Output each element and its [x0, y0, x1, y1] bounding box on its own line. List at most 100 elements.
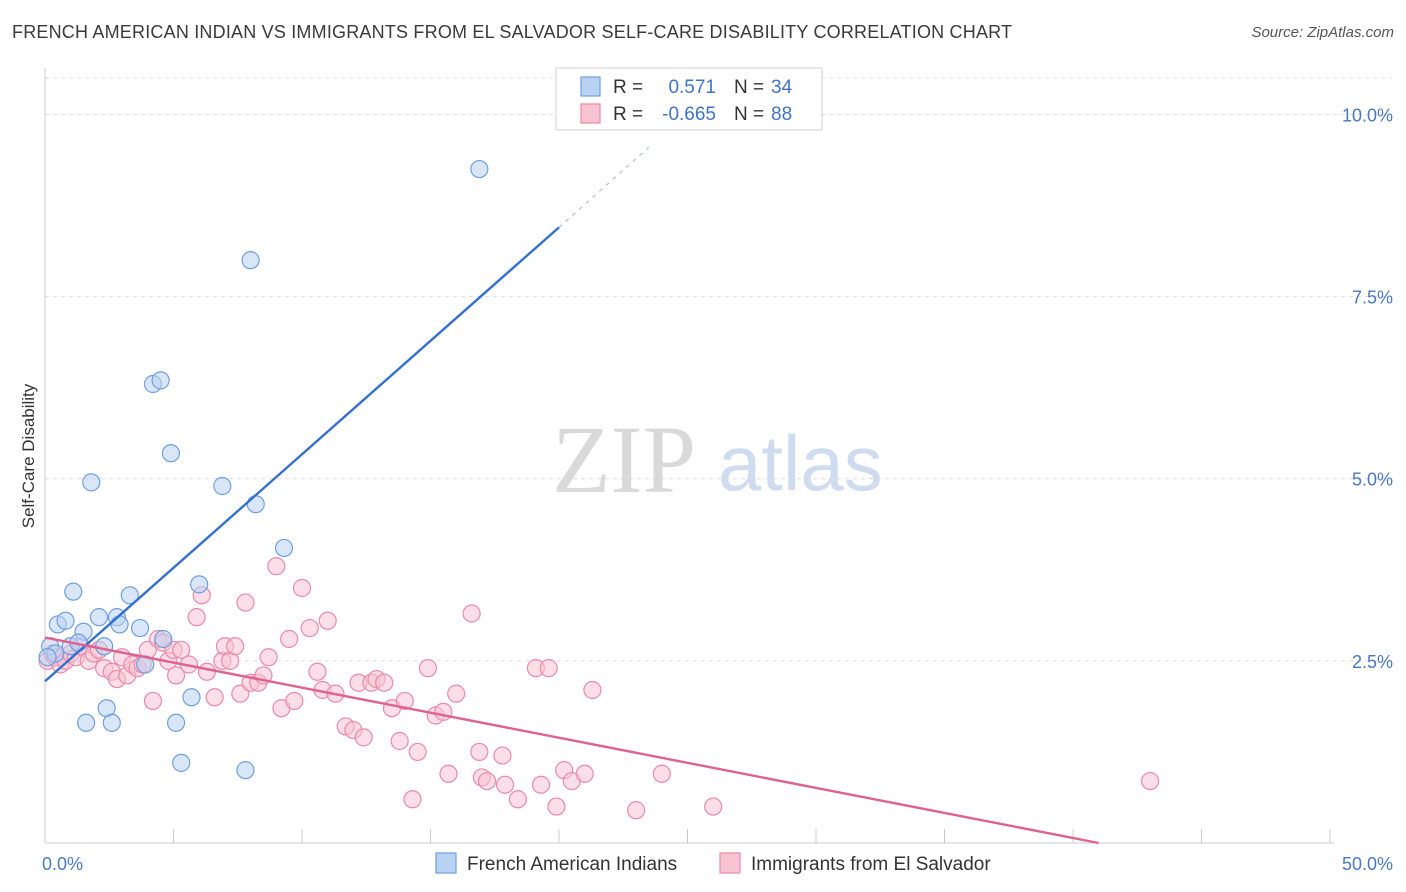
point-french-american-indian [274, 538, 294, 558]
point-french-american-indian [151, 371, 170, 390]
point-immigrant-el-salvador [318, 611, 337, 630]
stats-swatch-pink [580, 103, 601, 124]
point-immigrant-el-salvador [166, 666, 186, 685]
point-immigrant-el-salvador [187, 608, 206, 627]
point-immigrant-el-salvador [143, 691, 163, 711]
series-legend: French American Indians Immigrants from … [435, 852, 991, 875]
point-french-american-indian [102, 713, 121, 732]
point-immigrant-el-salvador [493, 746, 512, 765]
point-french-american-indian [89, 608, 109, 627]
point-french-american-indian [190, 575, 209, 594]
axes [44, 68, 1334, 844]
point-immigrant-el-salvador [447, 684, 466, 703]
point-immigrant-el-salvador [1140, 771, 1160, 791]
point-immigrant-el-salvador [292, 578, 312, 598]
point-immigrant-el-salvador [418, 659, 438, 678]
point-immigrant-el-salvador [531, 775, 551, 794]
point-immigrant-el-salvador [408, 742, 427, 762]
legend-label-french-american-indians: French American Indians [467, 854, 677, 875]
trend-lines [44, 146, 1099, 845]
point-french-american-indian [77, 713, 96, 732]
point-french-american-indian [470, 159, 489, 179]
stats-n-value-pink: 88 [771, 104, 792, 125]
point-immigrant-el-salvador [462, 604, 481, 623]
point-immigrant-el-salvador [308, 662, 327, 681]
stats-r-value-blue: 0.571 [668, 77, 716, 98]
y-axis-title: Self-Care Disability [19, 383, 38, 528]
point-immigrant-el-salvador [395, 691, 414, 711]
x-tick-label: 50.0% [1342, 854, 1393, 874]
y-tick-label: 5.0% [1352, 470, 1393, 490]
point-immigrant-el-salvador [495, 775, 515, 794]
stats-r-value-pink: -0.665 [662, 104, 716, 125]
y-tick-label: 7.5% [1352, 288, 1393, 308]
point-french-american-indian [38, 648, 57, 667]
point-french-american-indian [246, 495, 265, 514]
point-immigrant-el-salvador [197, 662, 217, 681]
watermark-atlas: atlas [718, 419, 883, 507]
point-immigrant-el-salvador [434, 702, 453, 721]
stats-n-value-blue: 34 [771, 77, 793, 98]
point-immigrant-el-salvador [259, 648, 278, 667]
point-immigrant-el-salvador [547, 797, 566, 816]
point-immigrant-el-salvador [300, 618, 319, 638]
grid-lines [45, 77, 1392, 662]
point-immigrant-el-salvador [626, 801, 646, 820]
trend-line-immigrants-el-salvador [44, 636, 1099, 845]
series-french-american-indian-points [38, 159, 489, 780]
source-credit: Source: ZipAtlas.com [1251, 24, 1394, 41]
point-french-american-indian [161, 444, 181, 463]
point-french-american-indian [213, 476, 232, 496]
x-tick-labels: 0.0% 50.0% [42, 854, 1393, 874]
point-immigrant-el-salvador [403, 790, 422, 809]
point-french-american-indian [154, 629, 173, 649]
point-immigrant-el-salvador [354, 728, 373, 747]
legend-swatch-immigrants-el-salvador [719, 852, 741, 874]
point-immigrant-el-salvador [267, 557, 286, 576]
stats-swatch-blue [580, 76, 601, 97]
point-immigrant-el-salvador [236, 593, 255, 612]
point-french-american-indian [236, 761, 255, 780]
point-french-american-indian [182, 688, 201, 707]
point-french-american-indian [172, 753, 191, 772]
point-immigrant-el-salvador [583, 680, 602, 700]
point-immigrant-el-salvador [539, 659, 558, 678]
point-immigrant-el-salvador [704, 797, 723, 816]
legend-swatch-french-american-indians [435, 852, 457, 874]
point-french-american-indian [166, 713, 186, 732]
y-tick-label: 2.5% [1352, 652, 1393, 672]
stats-n-label-blue: N = [734, 77, 764, 98]
legend-label-immigrants-el-salvador: Immigrants from El Salvador [751, 854, 991, 875]
point-immigrant-el-salvador [172, 640, 191, 660]
point-immigrant-el-salvador [470, 742, 489, 762]
trend-line-extension [558, 146, 650, 228]
point-french-american-indian [110, 615, 129, 634]
chart-title: FRENCH AMERICAN INDIAN VS IMMIGRANTS FRO… [12, 22, 1013, 42]
watermark: ZIP atlas [552, 406, 883, 513]
point-immigrant-el-salvador [285, 691, 304, 711]
point-french-american-indian [95, 637, 114, 656]
point-immigrant-el-salvador [226, 637, 245, 656]
point-immigrant-el-salvador [375, 673, 394, 692]
point-french-american-indian [64, 582, 83, 601]
x-tick-label: 0.0% [42, 854, 83, 874]
point-immigrant-el-salvador [508, 790, 527, 809]
point-immigrant-el-salvador [575, 764, 594, 783]
stats-r-label-blue: R = [613, 77, 643, 98]
point-french-american-indian [241, 251, 260, 270]
point-french-american-indian [82, 473, 101, 492]
stats-legend: R = 0.571 N = 34 R = -0.665 N = 88 [555, 67, 823, 131]
trend-line-french-american-indians [44, 226, 560, 683]
stats-n-label-pink: N = [734, 104, 764, 125]
point-french-american-indian [56, 611, 75, 630]
point-immigrant-el-salvador [390, 731, 409, 751]
point-immigrant-el-salvador [477, 771, 497, 791]
point-immigrant-el-salvador [205, 688, 224, 707]
y-tick-label: 10.0% [1342, 105, 1393, 125]
point-immigrant-el-salvador [439, 764, 458, 783]
stats-r-label-pink: R = [613, 104, 643, 125]
series-el-salvador-points [38, 557, 1160, 820]
point-immigrant-el-salvador [652, 764, 671, 783]
point-immigrant-el-salvador [280, 629, 299, 649]
